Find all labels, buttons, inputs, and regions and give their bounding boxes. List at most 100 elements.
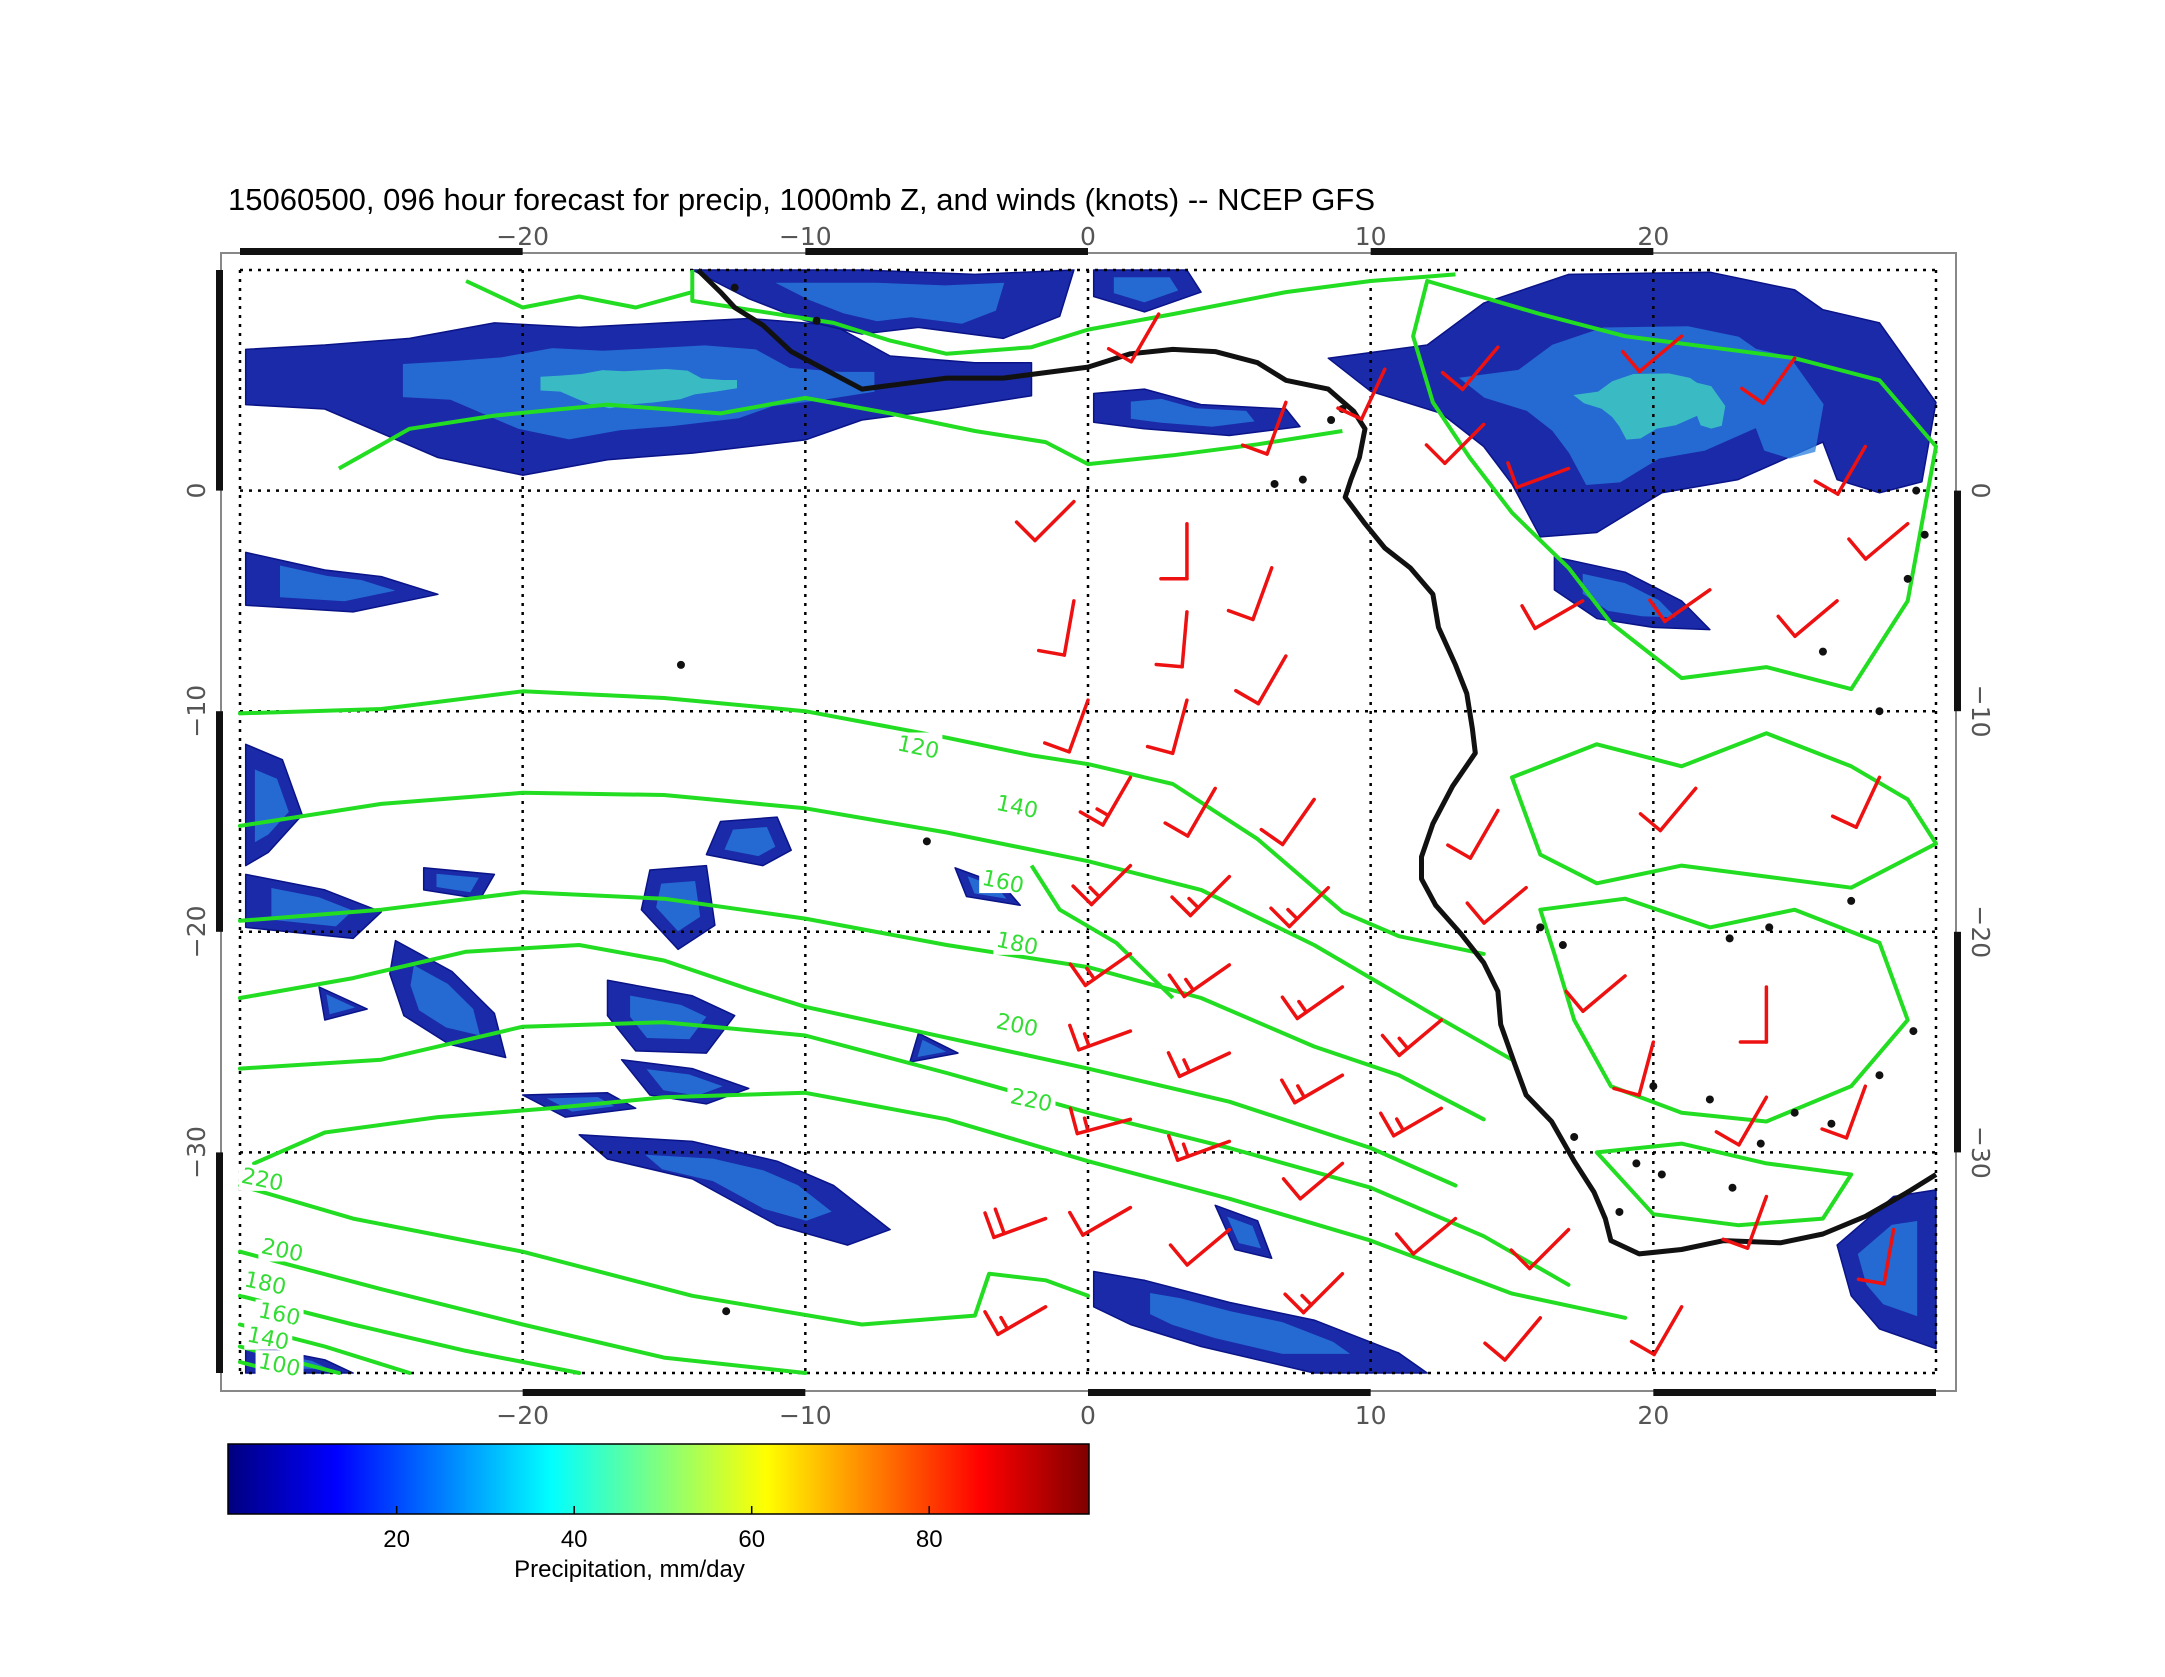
barb-flag bbox=[1721, 1237, 1750, 1250]
contour-line bbox=[1510, 731, 1938, 890]
barb-staff bbox=[1083, 952, 1133, 988]
barb-flag bbox=[1145, 744, 1175, 756]
wind-barb bbox=[1721, 1194, 1769, 1250]
barb-flag bbox=[1014, 520, 1037, 543]
barb-half-flag bbox=[1085, 966, 1097, 981]
barb-staff bbox=[1397, 1018, 1444, 1058]
barb-flag bbox=[1648, 598, 1667, 624]
wind-barb bbox=[1280, 985, 1345, 1021]
barb-flag bbox=[1776, 614, 1797, 639]
barb-flag bbox=[1106, 347, 1133, 364]
wind-barb bbox=[1629, 1305, 1684, 1357]
barb-flag bbox=[1283, 1292, 1306, 1315]
island-dot bbox=[1903, 574, 1912, 583]
wind-barb bbox=[1068, 952, 1133, 988]
wind-barb bbox=[1612, 1040, 1656, 1097]
barb-staff bbox=[1737, 1095, 1769, 1147]
lon-tick-label-bottom: 0 bbox=[1080, 1401, 1096, 1430]
wind-barb bbox=[1813, 444, 1868, 496]
frame-segment bbox=[216, 1152, 223, 1373]
wind-barb bbox=[1424, 422, 1486, 466]
contour-label-bg bbox=[1007, 1085, 1056, 1112]
barb-flag bbox=[1856, 1277, 1886, 1286]
lon-tick-label-top: −20 bbox=[496, 222, 549, 251]
barb-staff bbox=[1658, 786, 1698, 833]
barb-flag bbox=[1629, 1339, 1656, 1357]
barb-staff bbox=[1391, 1106, 1444, 1138]
barb-flag bbox=[1168, 1243, 1189, 1267]
wind-barb bbox=[1506, 461, 1571, 490]
wind-barb bbox=[1483, 1316, 1543, 1362]
barb-staff bbox=[1301, 1271, 1345, 1315]
barb-flag bbox=[1071, 884, 1094, 907]
lon-tick-label-top: 0 bbox=[1080, 222, 1096, 251]
barb-flag bbox=[1440, 370, 1465, 392]
contour-label-bg bbox=[255, 1350, 304, 1377]
graticule bbox=[238, 268, 1938, 1375]
barb-flag bbox=[1163, 821, 1190, 838]
contour-line bbox=[1594, 1141, 1854, 1228]
contour-line bbox=[238, 790, 1514, 1062]
wind-barb bbox=[1394, 1216, 1458, 1256]
barb-staff bbox=[1185, 1227, 1232, 1267]
barb-flag bbox=[1167, 973, 1187, 999]
contour-line bbox=[238, 890, 1486, 1122]
precip-peak bbox=[540, 369, 737, 409]
barb-flag bbox=[1280, 1078, 1297, 1105]
contour-label-bg bbox=[993, 792, 1042, 819]
colorbar-tick-label: 20 bbox=[383, 1526, 410, 1553]
barb-staff bbox=[1101, 775, 1133, 827]
precip-core bbox=[1113, 277, 1179, 303]
wind-barb bbox=[1068, 1106, 1133, 1136]
barb-staff bbox=[1443, 422, 1486, 466]
island-dot bbox=[1728, 1183, 1737, 1192]
barb-staff bbox=[1793, 599, 1839, 639]
barb-flag bbox=[1068, 962, 1088, 988]
precip-core bbox=[646, 1069, 723, 1096]
island-dot bbox=[1536, 923, 1545, 932]
barb-flag bbox=[1068, 1106, 1080, 1136]
barb-staff bbox=[1503, 1316, 1543, 1362]
precip-core bbox=[1227, 1216, 1261, 1249]
frame-segment bbox=[1954, 931, 1961, 1153]
barb-half-flag bbox=[1082, 1116, 1090, 1133]
barb-flag bbox=[1068, 1210, 1085, 1237]
wind-barb bbox=[1446, 808, 1500, 860]
barb-staff bbox=[1527, 1227, 1571, 1271]
contour-line bbox=[238, 943, 1458, 1188]
wind-barb bbox=[1740, 356, 1797, 406]
precip-core bbox=[645, 1154, 832, 1221]
island-dot bbox=[1875, 707, 1884, 716]
precip-core bbox=[775, 282, 1005, 324]
frame-segment bbox=[1088, 1389, 1371, 1396]
colorbar-tick-label: 80 bbox=[916, 1526, 943, 1553]
barb-staff bbox=[1188, 874, 1232, 918]
barb-flag bbox=[1036, 648, 1067, 657]
barb-half-flag bbox=[1184, 977, 1196, 992]
contour-line bbox=[238, 1183, 1090, 1327]
wind-barb bbox=[1170, 874, 1232, 918]
barb-flag bbox=[1483, 1341, 1507, 1362]
barb-staff bbox=[1177, 1051, 1232, 1079]
island-dot bbox=[1725, 934, 1734, 943]
barb-half-flag bbox=[1182, 1058, 1192, 1074]
wind-barb bbox=[1738, 985, 1769, 1044]
barb-staff bbox=[1761, 356, 1797, 406]
contour-label-bg bbox=[241, 1268, 290, 1295]
wind-barb bbox=[983, 1207, 1048, 1240]
frame-segment bbox=[1653, 1389, 1936, 1396]
barb-staff bbox=[1280, 797, 1316, 847]
contour-label-bg bbox=[993, 1010, 1042, 1037]
island-dot bbox=[1327, 416, 1336, 425]
barb-staff bbox=[1185, 786, 1217, 838]
lat-tick-label-left: −20 bbox=[182, 905, 211, 958]
wind-barb bbox=[1830, 775, 1882, 829]
island-dot bbox=[922, 837, 931, 846]
island-dot bbox=[1756, 1139, 1765, 1148]
barb-flag bbox=[1820, 1127, 1849, 1140]
wind-barb bbox=[1283, 1271, 1345, 1315]
barb-half-flag bbox=[1088, 885, 1102, 899]
island-dot bbox=[1270, 479, 1279, 488]
island-dot bbox=[1765, 923, 1774, 932]
island-dot bbox=[1615, 1207, 1624, 1216]
